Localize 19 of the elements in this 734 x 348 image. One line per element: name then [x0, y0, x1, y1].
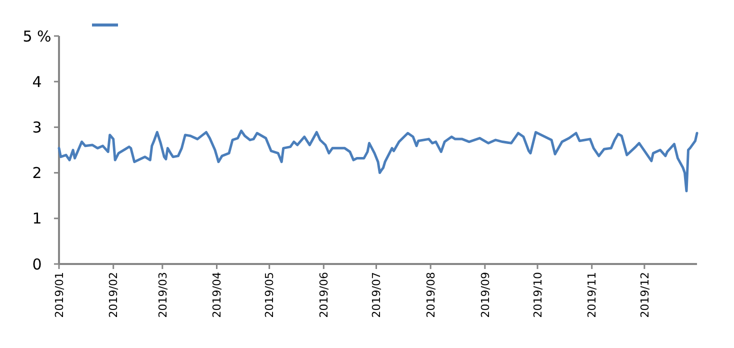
x-tick-label: 2019/10 [531, 272, 544, 318]
x-tick-label: 2019/12 [638, 272, 652, 318]
x-tick-label: 2019/06 [318, 272, 331, 318]
x-tick-label: 2019/09 [478, 272, 492, 318]
x-tick-label: 2019/08 [424, 272, 438, 318]
x-tick-label: 2019/04 [210, 272, 224, 318]
y-tick-label: 0 [32, 255, 42, 274]
x-tick-label: 2019/01 [52, 272, 66, 318]
x-tick-label: 2019/02 [107, 272, 120, 318]
y-tick-label: 5 % [22, 27, 52, 46]
x-tick-label: 2019/05 [263, 272, 276, 318]
y-tick-label: 3 [32, 118, 42, 136]
line-series [58, 130, 698, 192]
x-tick-label: 2019/11 [586, 272, 599, 318]
y-tick-label: 1 [32, 210, 42, 228]
x-tick-label: 2019/03 [156, 272, 170, 318]
y-tick-label: 2 [32, 164, 42, 182]
x-tick-label: 2019/07 [370, 272, 384, 318]
y-tick-label: 4 [32, 72, 42, 91]
